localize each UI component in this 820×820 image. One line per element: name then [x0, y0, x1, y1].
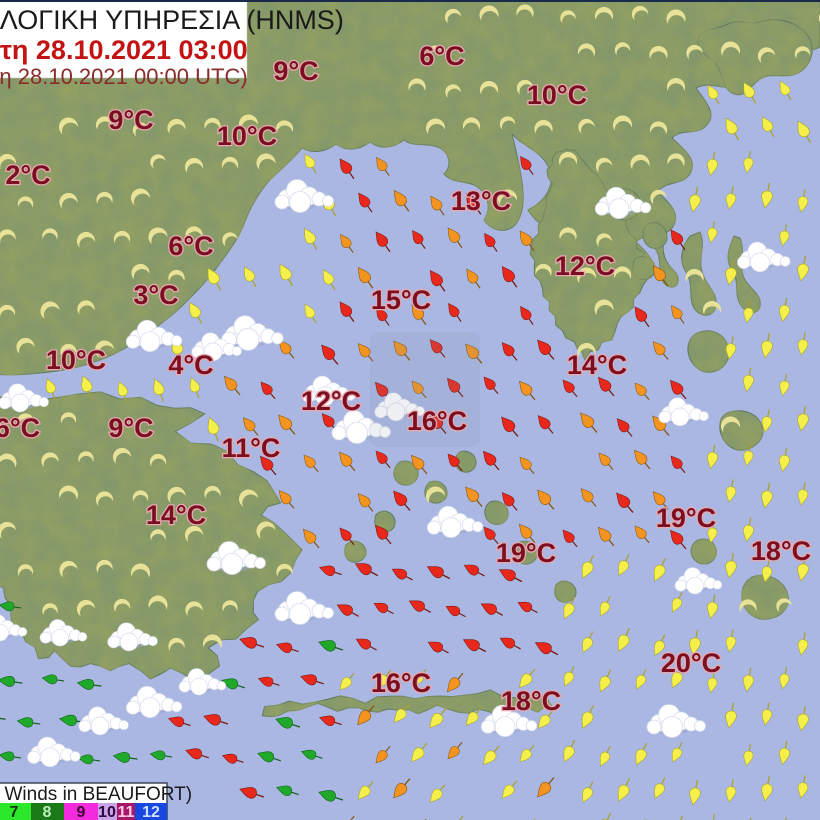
svg-text:12°C: 12°C [555, 251, 615, 281]
svg-text:10°C: 10°C [217, 121, 277, 151]
svg-text:3°C: 3°C [133, 280, 178, 310]
svg-text:20°C: 20°C [661, 648, 721, 678]
svg-text:2°C: 2°C [5, 160, 50, 190]
svg-text:4°C: 4°C [168, 350, 213, 380]
svg-text:15°C: 15°C [371, 285, 431, 315]
svg-text:12: 12 [142, 804, 160, 820]
svg-text:11: 11 [118, 804, 135, 820]
svg-text:19°C: 19°C [496, 538, 556, 568]
svg-text:9°C: 9°C [108, 413, 153, 443]
svg-text:14°C: 14°C [146, 500, 206, 530]
svg-text:14°C: 14°C [567, 350, 627, 380]
svg-text:Πέμπτη 28.10.2021 03:00: Πέμπτη 28.10.2021 03:00 [0, 35, 248, 65]
svg-text:18°C: 18°C [751, 536, 811, 566]
svg-text:16°C: 16°C [371, 668, 431, 698]
svg-text:13°C: 13°C [451, 186, 511, 216]
svg-text:11°C: 11°C [222, 433, 281, 463]
svg-text:(Ανάλυση 28.10.2021 00:00 UTC): (Ανάλυση 28.10.2021 00:00 UTC) [0, 64, 248, 89]
svg-text:9°C: 9°C [273, 56, 318, 86]
svg-text:18°C: 18°C [501, 686, 561, 716]
svg-text:8: 8 [43, 804, 52, 820]
svg-text:6°C: 6°C [168, 231, 213, 261]
svg-text:16°C: 16°C [0, 413, 40, 443]
svg-text:6°C: 6°C [419, 41, 464, 71]
svg-text:12°C: 12°C [301, 386, 361, 416]
svg-text:7: 7 [10, 804, 19, 820]
svg-text:9: 9 [77, 804, 86, 820]
svg-text:19°C: 19°C [656, 503, 716, 533]
svg-text:(Max Winds in BEAUFORT): (Max Winds in BEAUFORT) [0, 784, 192, 805]
svg-text:10°C: 10°C [527, 80, 587, 110]
svg-text:9°C: 9°C [108, 105, 153, 135]
svg-text:10°C: 10°C [46, 345, 106, 375]
svg-text:ΕΘΝΙΚΗ ΜΕΤΕΩΡΟΛΟΓΙΚΗ ΥΠΗΡΕΣΙΑ: ΕΘΝΙΚΗ ΜΕΤΕΩΡΟΛΟΓΙΚΗ ΥΠΗΡΕΣΙΑ (ΗΝΜS) [0, 5, 344, 35]
svg-text:16°C: 16°C [407, 406, 467, 436]
svg-text:10: 10 [98, 804, 116, 820]
